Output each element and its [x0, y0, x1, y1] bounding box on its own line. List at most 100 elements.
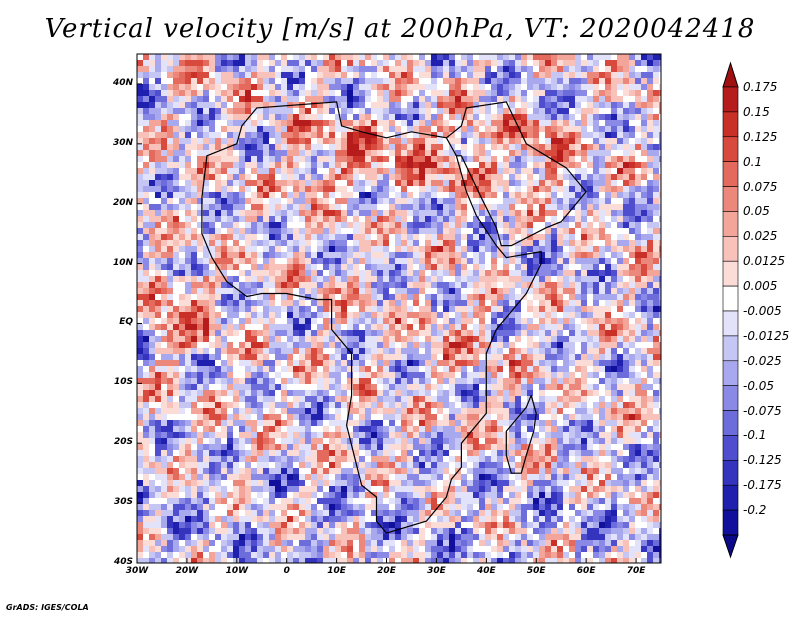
field-cell — [533, 294, 539, 300]
field-cell — [137, 150, 143, 156]
field-cell — [341, 294, 347, 300]
field-cell — [209, 210, 215, 216]
field-cell — [215, 144, 221, 150]
field-cell — [419, 72, 425, 78]
field-cell — [173, 216, 179, 222]
field-cell — [563, 174, 569, 180]
field-cell — [509, 114, 515, 120]
field-cell — [371, 258, 377, 264]
field-cell — [293, 180, 299, 186]
field-cell — [179, 330, 185, 336]
field-cell — [551, 210, 557, 216]
field-cell — [263, 252, 269, 258]
field-cell — [635, 264, 641, 270]
field-cell — [353, 348, 359, 354]
field-cell — [359, 192, 365, 198]
field-cell — [659, 270, 661, 276]
field-cell — [197, 204, 203, 210]
field-cell — [563, 336, 569, 342]
field-cell — [323, 390, 329, 396]
field-cell — [479, 306, 485, 312]
field-cell — [491, 126, 497, 132]
field-cell — [377, 96, 383, 102]
field-cell — [473, 132, 479, 138]
field-cell — [293, 258, 299, 264]
field-cell — [635, 252, 641, 258]
field-cell — [587, 120, 593, 126]
field-cell — [245, 330, 251, 336]
field-cell — [251, 138, 257, 144]
field-cell — [203, 132, 209, 138]
field-cell — [167, 174, 173, 180]
field-cell — [653, 336, 659, 342]
field-cell — [233, 66, 239, 72]
field-cell — [317, 354, 323, 360]
field-cell — [605, 330, 611, 336]
field-cell — [497, 210, 503, 216]
field-cell — [551, 288, 557, 294]
field-cell — [551, 108, 557, 114]
field-cell — [629, 342, 635, 348]
field-cell — [497, 198, 503, 204]
field-cell — [509, 108, 515, 114]
field-cell — [641, 354, 647, 360]
field-cell — [227, 198, 233, 204]
field-cell — [449, 240, 455, 246]
field-cell — [197, 66, 203, 72]
field-cell — [557, 270, 563, 276]
field-cell — [515, 264, 521, 270]
field-cell — [323, 222, 329, 228]
field-cell — [653, 246, 659, 252]
field-cell — [575, 60, 581, 66]
field-cell — [239, 120, 245, 126]
field-cell — [305, 120, 311, 126]
field-cell — [311, 84, 317, 90]
field-cell — [449, 126, 455, 132]
field-cell — [641, 186, 647, 192]
field-cell — [599, 324, 605, 330]
field-cell — [179, 276, 185, 282]
field-cell — [521, 102, 527, 108]
field-cell — [593, 258, 599, 264]
field-cell — [395, 84, 401, 90]
field-cell — [587, 270, 593, 276]
field-cell — [515, 384, 521, 390]
field-cell — [329, 192, 335, 198]
field-cell — [515, 120, 521, 126]
field-cell — [239, 282, 245, 288]
field-cell — [575, 372, 581, 378]
field-cell — [269, 294, 275, 300]
field-cell — [395, 222, 401, 228]
field-cell — [539, 282, 545, 288]
field-cell — [371, 312, 377, 318]
field-cell — [209, 72, 215, 78]
field-cell — [611, 186, 617, 192]
field-cell — [413, 384, 419, 390]
field-cell — [203, 228, 209, 234]
field-cell — [335, 156, 341, 162]
field-cell — [323, 300, 329, 306]
field-cell — [245, 216, 251, 222]
field-cell — [533, 384, 539, 390]
field-cell — [167, 288, 173, 294]
field-cell — [389, 210, 395, 216]
field-cell — [185, 378, 191, 384]
field-cell — [299, 246, 305, 252]
field-cell — [611, 72, 617, 78]
field-cell — [143, 168, 149, 174]
field-cell — [341, 132, 347, 138]
field-cell — [431, 276, 437, 282]
field-cell — [173, 252, 179, 258]
field-cell — [353, 336, 359, 342]
field-cell — [659, 54, 661, 60]
field-cell — [467, 342, 473, 348]
field-cell — [437, 108, 443, 114]
field-cell — [545, 276, 551, 282]
field-cell — [227, 330, 233, 336]
field-cell — [419, 294, 425, 300]
field-cell — [167, 60, 173, 66]
field-cell — [413, 132, 419, 138]
field-cell — [269, 360, 275, 366]
field-cell — [341, 240, 347, 246]
field-cell — [563, 384, 569, 390]
